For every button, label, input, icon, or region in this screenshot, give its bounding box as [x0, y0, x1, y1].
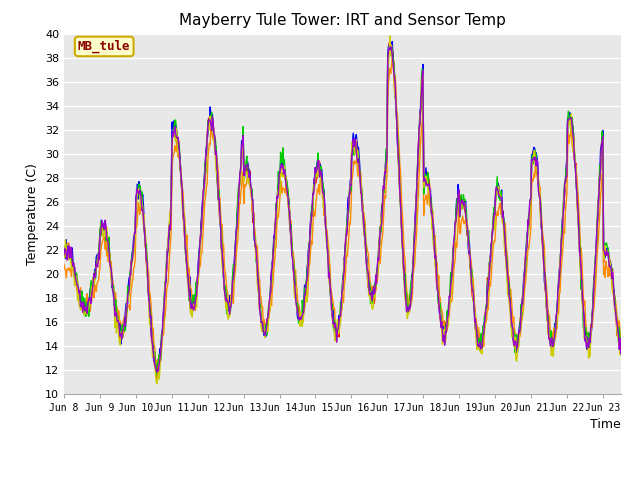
PanelT — [461, 201, 468, 206]
Tule Body T — [298, 318, 306, 324]
Y-axis label: Temperature (C): Temperature (C) — [26, 163, 39, 264]
Tule T — [298, 313, 306, 319]
Tule Body T — [60, 244, 68, 250]
PanelT — [63, 252, 70, 258]
Water Body T — [138, 199, 146, 204]
AM25T — [63, 251, 70, 256]
Water T — [298, 298, 306, 303]
Tule Body T — [461, 209, 468, 215]
Title: Mayberry Tule Tower: IRT and Sensor Temp: Mayberry Tule Tower: IRT and Sensor Temp — [179, 13, 506, 28]
Water Body T — [475, 339, 483, 345]
Water Body T — [152, 363, 159, 369]
AM25T — [461, 202, 468, 208]
Tule T — [461, 217, 468, 223]
PanelT — [138, 200, 146, 206]
Text: MB_tule: MB_tule — [78, 40, 131, 53]
Water Body T — [298, 311, 306, 317]
Tule T — [138, 202, 146, 207]
PanelT — [319, 204, 327, 210]
Line: Tule T: Tule T — [64, 59, 621, 367]
AM25T — [153, 369, 161, 375]
Water Body T — [60, 251, 68, 256]
PanelT — [153, 381, 161, 387]
Line: PanelT: PanelT — [64, 36, 621, 384]
AM25T — [387, 44, 395, 49]
Water T — [138, 189, 146, 195]
AM25T — [138, 208, 146, 214]
Tule T — [152, 364, 160, 370]
Water T — [319, 182, 327, 188]
PanelT — [386, 33, 394, 39]
Tule Body T — [138, 204, 146, 210]
Water Body T — [63, 237, 70, 242]
Water T — [617, 352, 625, 358]
PanelT — [475, 346, 483, 351]
Water T — [152, 372, 160, 378]
Water T — [475, 343, 483, 349]
AM25T — [319, 191, 327, 197]
Tule T — [63, 275, 70, 281]
Water T — [63, 241, 70, 247]
Water T — [60, 249, 68, 255]
Tule T — [475, 324, 483, 330]
AM25T — [475, 343, 483, 348]
Tule Body T — [475, 346, 483, 351]
Water Body T — [319, 186, 327, 192]
Tule T — [60, 262, 68, 267]
Tule Body T — [617, 350, 625, 356]
Water Body T — [388, 39, 396, 45]
AM25T — [617, 351, 625, 357]
Tule Body T — [153, 374, 161, 380]
Water Body T — [617, 350, 625, 356]
PanelT — [60, 252, 68, 257]
Line: Water Body T: Water Body T — [64, 42, 621, 366]
Line: Water T: Water T — [64, 44, 621, 375]
AM25T — [60, 252, 68, 258]
Tule T — [617, 346, 625, 351]
Tule Body T — [319, 192, 327, 197]
Tule Body T — [385, 40, 393, 46]
Water Body T — [461, 203, 468, 208]
Legend: Tule Body T, Water Body T, Tule T, Water T, PanelT, AM25T: Tule Body T, Water Body T, Tule T, Water… — [61, 477, 557, 480]
Line: AM25T: AM25T — [64, 47, 621, 372]
Water T — [386, 41, 394, 47]
X-axis label: Time: Time — [590, 418, 621, 431]
PanelT — [298, 324, 306, 329]
PanelT — [617, 351, 625, 357]
Tule T — [388, 56, 396, 62]
Line: Tule Body T: Tule Body T — [64, 43, 621, 377]
Tule Body T — [63, 252, 70, 257]
Water T — [461, 196, 468, 202]
Tule T — [319, 191, 327, 197]
AM25T — [298, 312, 306, 318]
